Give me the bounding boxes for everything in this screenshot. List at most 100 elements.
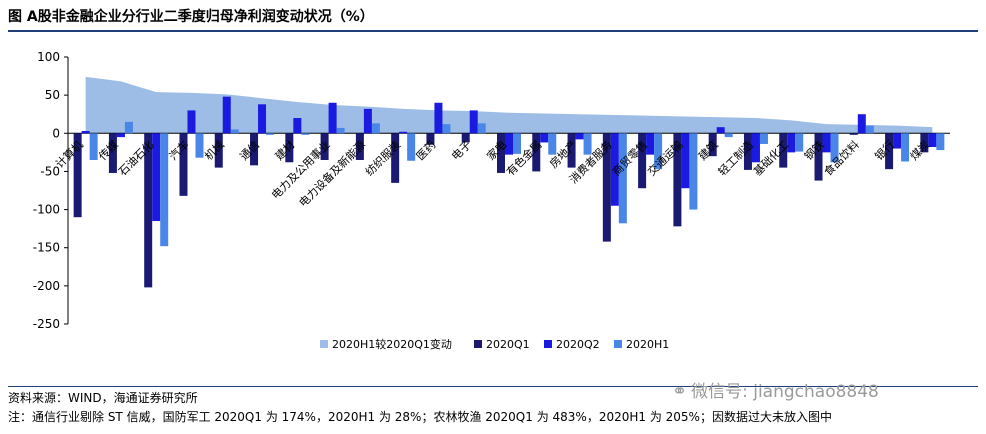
bar-2020q2 [540,133,549,143]
bar-2020q1 [108,133,117,173]
bar-2020h1 [124,121,133,134]
x-category-label: 汽车 [166,138,191,163]
wechat-icon: ⚭ [672,381,688,402]
legend-area-swatch [320,340,328,348]
bar-2020q1 [532,133,541,172]
bar-2020q2 [928,133,937,148]
y-tick-label: -50 [40,164,60,178]
bar-2020q1 [779,133,788,168]
x-category-label: 建筑 [695,138,720,163]
bar-2020q1 [708,133,717,157]
bar-2020q2 [81,130,90,134]
bar-2020h1 [759,133,768,144]
legend-2020q1-swatch [474,340,482,348]
bar-2020q2 [116,133,125,138]
bar-2020h1 [654,133,663,170]
bar-2020q2 [751,133,760,163]
bar-2020q1 [391,133,400,183]
x-category-label: 医药 [414,138,439,163]
bar-2020h1 [477,123,486,134]
bar-2020h1 [160,133,169,247]
watermark-text: 微信号: jiangchao8848 [691,382,879,402]
footnotes: 资料来源：WIND，海通证券研究所 注：通信行业剔除 ST 信威，国防军工 20… [8,389,832,427]
bar-2020h1 [583,133,592,155]
watermark: ⚭ 微信号: jiangchao8848 [672,377,879,402]
bar-2020q2 [857,114,866,134]
bar-2020q1 [814,133,823,181]
chart-title: 图 A股非金融企业分行业二季度归母净利润变动状况（%） [8,9,374,25]
legend-2020h1-swatch [614,340,622,348]
bar-2020h1 [336,127,345,134]
bar-2020h1 [89,133,98,160]
bar-2020q1 [673,133,682,227]
x-category-label: 电力设备及新能源 [296,138,368,210]
bar-2020h1 [371,123,380,134]
y-tick-label: 50 [45,88,60,102]
bar-2020q2 [399,131,408,134]
bar-2020q1 [638,133,647,189]
bar-2020q2 [716,127,725,134]
bar-2020q2 [575,133,584,140]
x-category-label: 建材 [272,138,297,163]
legend-2020h1-label: 2020H1 [626,338,669,351]
bar-2020q2 [363,108,372,134]
bar-2020q1 [602,133,611,242]
bar-2020h1 [795,133,804,152]
bar-2020q1 [567,133,576,168]
y-tick-label: -150 [33,241,60,255]
bar-2020q2 [434,102,443,134]
bar-2020q2 [681,133,690,189]
y-tick-label: -200 [33,279,60,293]
y-tick-label: -250 [33,317,60,331]
bar-2020q2 [328,102,337,134]
bar-2020h1 [195,133,204,158]
bar-2020h1 [301,133,310,135]
bar-2020q1 [885,133,894,170]
bar-2020h1 [936,133,945,151]
bar-2020h1 [407,133,416,161]
y-tick-label: -100 [33,203,60,217]
data-note: 注：通信行业剔除 ST 信威，国防军工 2020Q1 为 174%，2020H1… [8,410,832,424]
bar-2020q2 [152,133,161,222]
bar-2020q2 [787,133,796,153]
bar-2020q1 [250,133,259,166]
bar-2020q1 [214,133,223,168]
bar-2020q1 [849,133,858,135]
source-note: 资料来源：WIND，海通证券研究所 [8,391,198,405]
bar-2020q1 [355,133,364,160]
x-category-label: 传媒 [96,138,121,163]
bar-2020q2 [293,118,302,134]
bar-2020q1 [920,133,929,153]
bar-2020q2 [505,133,513,155]
bar-2020q1 [73,133,82,218]
bar-2020q1 [497,133,505,173]
bar-2020q1 [743,133,752,170]
footer-rule [8,386,978,387]
bar-2020q2 [646,133,655,155]
bar-2020q2 [469,110,478,134]
area-series-h1-vs-q1 [85,76,933,134]
bar-2020q2 [822,133,831,153]
bar-2020q2 [610,133,619,206]
bar-2020h1 [230,129,239,134]
x-category-label: 通信 [237,138,262,163]
bar-2020q2 [258,104,267,134]
bar-2020q1 [320,133,329,160]
bar-2020q1 [285,133,294,163]
bar-2020q1 [144,133,153,288]
x-category-label: 电子 [449,138,474,163]
legend-2020q2-label: 2020Q2 [556,338,600,351]
bar-2020h1 [901,133,910,162]
y-tick-label: 0 [52,126,60,140]
bar-2020h1 [689,133,698,210]
bar-2020h1 [830,133,839,163]
chart: 100500-50-100-150-200-250 计算机 传媒石油石化 汽车 机械通… [33,50,950,351]
title-rule [8,30,978,32]
bar-2020q2 [222,96,231,134]
bar-2020h1 [724,133,733,138]
bar-2020q2 [893,133,902,149]
bar-2020q2 [187,110,196,134]
bar-2020h1 [442,124,451,134]
bar-2020h1 [513,133,521,154]
bar-2020q1 [179,133,188,196]
